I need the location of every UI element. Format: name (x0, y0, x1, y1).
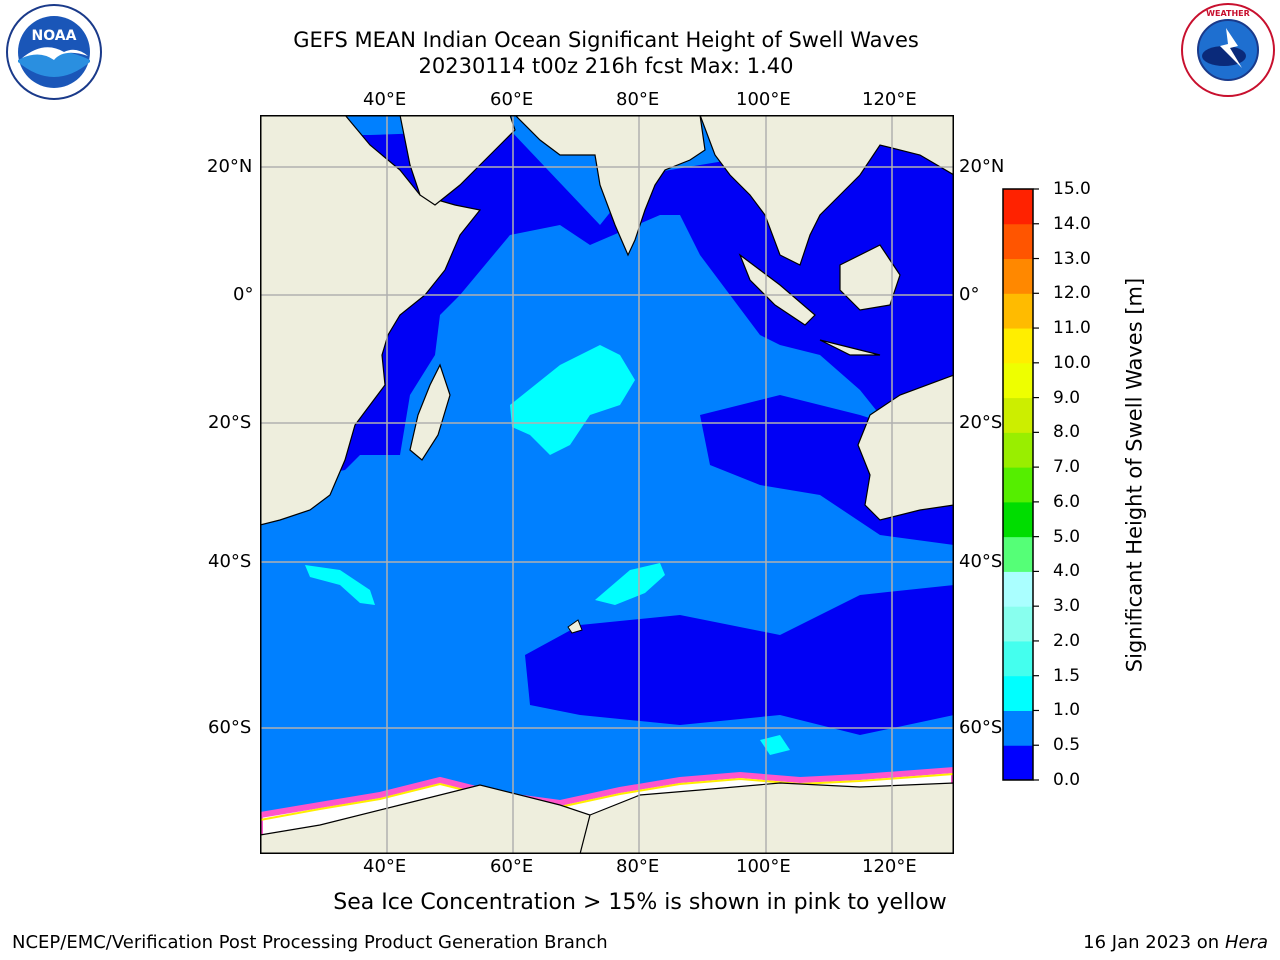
lat-label-right-40s: 40°S (959, 551, 1003, 572)
svg-text:NOAA: NOAA (32, 28, 77, 44)
colorbar-tick-label: 11.0 (1053, 318, 1091, 339)
colorbar-swatch (1003, 536, 1033, 572)
map-frame (260, 115, 954, 854)
colorbar-swatch (1003, 606, 1033, 642)
lon-label-top-60e: 60°E (490, 89, 534, 110)
south-high-swell-patch (595, 563, 665, 605)
colorbar-swatch (1003, 189, 1033, 225)
colorbar-swatch (1003, 432, 1033, 468)
kerguelen-island (567, 619, 583, 634)
lat-label-left-40s: 40°S (208, 551, 252, 572)
colorbar-tick-label: 0.0 (1053, 770, 1081, 790)
sumatra-land (738, 253, 816, 326)
lon-label-top-80e: 80°E (616, 89, 660, 110)
colorbar-swatch (1003, 258, 1033, 294)
lat-label-left-0: 0° (233, 284, 254, 305)
colorbar-swatch (1003, 223, 1033, 260)
colorbar-swatch (1003, 397, 1033, 433)
lat-label-right-60s: 60°S (959, 717, 1003, 738)
sea-ice-caption: Sea Ice Concentration > 15% is shown in … (333, 890, 947, 915)
lon-label-bottom-100e: 100°E (736, 856, 791, 877)
india-land (514, 115, 706, 257)
colorbar-tick-label: 6.0 (1053, 491, 1081, 512)
lat-label-right-20s: 20°S (959, 412, 1003, 433)
colorbar-title-container: Significant Height of Swell Waves [m] (1090, 230, 1180, 710)
sea-ice-yellow-fringe (260, 773, 954, 821)
national-weather-service-logo: WEATHER (1181, 3, 1275, 97)
footer-date-text: 16 Jan 2023 on (1083, 932, 1225, 953)
lon-label-top-120e: 120°E (862, 89, 917, 110)
sw-high-swell-patch (305, 565, 375, 605)
lat-label-left-20s: 20°S (208, 412, 252, 433)
svg-text:WEATHER: WEATHER (1206, 9, 1250, 18)
colorbar-swatch (1003, 362, 1033, 399)
antarctica-land (260, 782, 954, 854)
map-gridlines (260, 115, 954, 854)
footer-date: 16 Jan 2023 on Hera (1083, 932, 1268, 953)
colorbar-tick-label: 8.0 (1053, 422, 1081, 443)
colorbar-tick-label: 13.0 (1053, 248, 1091, 269)
colorbar-title: Significant Height of Swell Waves [m] (1122, 277, 1147, 673)
colorbar-swatch (1003, 710, 1033, 746)
southern-low-swell (525, 585, 954, 735)
colorbar-tick-label: 0.5 (1053, 735, 1081, 756)
se-high-swell-patch (760, 735, 790, 755)
colorbar-swatch (1003, 571, 1033, 607)
chart-subtitle: 20230114 t00z 216h fcst Max: 1.40 (418, 54, 794, 78)
colorbar-tick-label: 4.0 (1053, 561, 1081, 582)
colorbar-tick-label: 1.0 (1053, 700, 1081, 721)
southeast-asia-land (699, 115, 954, 266)
footer-machine: Hera (1224, 932, 1268, 953)
colorbar-swatch (1003, 640, 1033, 677)
lat-label-left-60s: 60°S (208, 717, 252, 738)
colorbar-tick-label: 15.0 (1053, 179, 1091, 199)
colorbar-swatch (1003, 328, 1033, 364)
bay-of-bengal-low-swell (640, 115, 954, 415)
lat-label-right-0: 0° (959, 284, 980, 305)
java-land (819, 339, 881, 356)
colorbar-tick-label: 3.0 (1053, 596, 1081, 617)
borneo-land (839, 244, 901, 311)
australia-land (857, 374, 954, 521)
colorbar-swatch (1003, 501, 1033, 538)
colorbar-tick-label: 12.0 (1053, 283, 1091, 304)
colorbar-swatch (1003, 745, 1033, 781)
central-high-swell-patch (510, 345, 635, 455)
colorbar-tick-label: 5.0 (1053, 526, 1081, 547)
lon-label-bottom-40e: 40°E (363, 856, 407, 877)
lon-label-top-40e: 40°E (363, 89, 407, 110)
lon-label-top-100e: 100°E (736, 89, 791, 110)
colorbar-tick-label: 1.5 (1053, 665, 1081, 686)
noaa-logo: NOAA (6, 4, 102, 100)
colorbar-tick-label: 14.0 (1053, 213, 1091, 234)
colorbar (1002, 188, 1039, 781)
colorbar-tick-label: 2.0 (1053, 630, 1081, 651)
lon-label-bottom-60e: 60°E (490, 856, 534, 877)
colorbar-tick-label: 10.0 (1053, 352, 1091, 373)
lon-label-bottom-80e: 80°E (616, 856, 660, 877)
lat-label-right-20n: 20°N (959, 156, 1005, 177)
chart-title: GEFS MEAN Indian Ocean Significant Heigh… (293, 28, 919, 52)
colorbar-swatch (1003, 293, 1033, 329)
colorbar-swatch (1003, 675, 1033, 711)
footer-producer: NCEP/EMC/Verification Post Processing Pr… (12, 932, 608, 953)
swell-height-map (260, 115, 954, 854)
colorbar-swatch (1003, 467, 1033, 503)
colorbar-tick-label: 9.0 (1053, 387, 1081, 408)
lon-label-bottom-120e: 120°E (862, 856, 917, 877)
colorbar-tick-label: 7.0 (1053, 457, 1081, 478)
madagascar-land (409, 363, 451, 461)
lat-label-left-20n: 20°N (207, 156, 253, 177)
